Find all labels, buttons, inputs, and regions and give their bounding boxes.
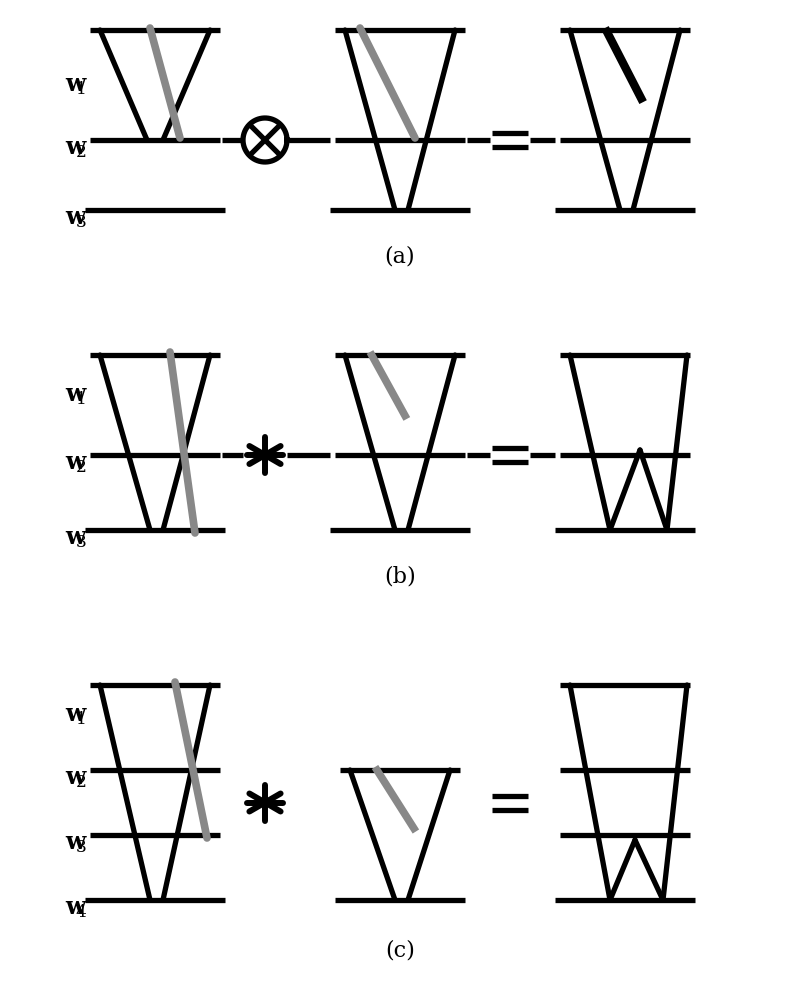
Text: 3: 3 — [75, 839, 86, 856]
Text: 1: 1 — [75, 391, 86, 408]
Text: 2: 2 — [75, 459, 86, 476]
Text: w: w — [65, 830, 86, 854]
Text: (b): (b) — [384, 565, 416, 587]
Text: 1: 1 — [75, 711, 86, 728]
Text: w: w — [65, 205, 86, 229]
Text: w: w — [65, 702, 86, 726]
Text: 2: 2 — [75, 774, 86, 791]
Text: 1: 1 — [75, 81, 86, 98]
Text: 2: 2 — [75, 144, 86, 161]
Text: 3: 3 — [75, 214, 86, 231]
Text: w: w — [65, 135, 86, 159]
Text: w: w — [65, 450, 86, 474]
Text: w: w — [65, 765, 86, 789]
Text: w: w — [65, 382, 86, 406]
Text: w: w — [65, 72, 86, 96]
Text: w: w — [65, 525, 86, 549]
Text: 4: 4 — [75, 904, 86, 921]
Text: w: w — [65, 895, 86, 919]
Text: (c): (c) — [385, 940, 415, 962]
Text: 3: 3 — [75, 534, 86, 551]
Text: (a): (a) — [385, 245, 415, 267]
